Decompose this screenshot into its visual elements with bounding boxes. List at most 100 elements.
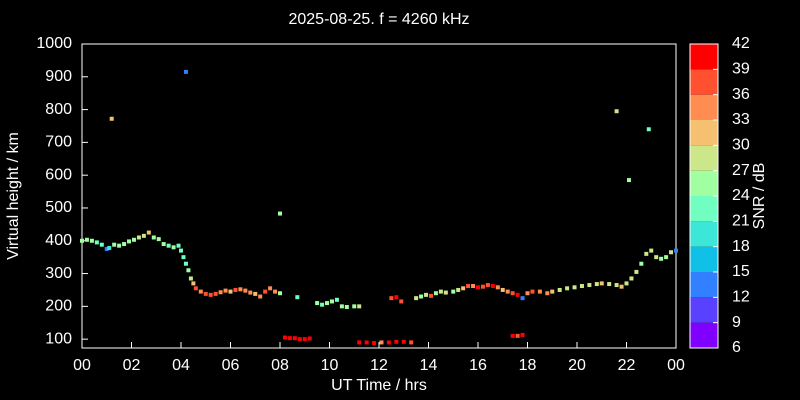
data-point bbox=[654, 255, 659, 260]
data-point bbox=[183, 261, 188, 266]
data-point bbox=[664, 255, 669, 260]
x-tick-label: 06 bbox=[222, 357, 240, 374]
data-point bbox=[634, 269, 639, 274]
colorbar-tick-label: 21 bbox=[732, 213, 750, 230]
data-point bbox=[409, 340, 414, 345]
data-point bbox=[248, 290, 253, 295]
data-point bbox=[297, 337, 302, 342]
data-point bbox=[364, 340, 369, 345]
data-point bbox=[263, 289, 268, 294]
data-point bbox=[352, 304, 357, 309]
data-point bbox=[480, 284, 485, 289]
data-point bbox=[213, 291, 218, 296]
data-point bbox=[515, 292, 520, 297]
data-point bbox=[117, 243, 122, 248]
x-tick-label: 00 bbox=[73, 357, 91, 374]
colorbar-cell bbox=[690, 221, 718, 247]
colorbar-tick-label: 12 bbox=[732, 289, 750, 306]
data-point bbox=[530, 289, 535, 294]
data-point bbox=[329, 299, 334, 304]
x-tick-label: 14 bbox=[420, 357, 438, 374]
data-point bbox=[579, 284, 584, 289]
data-point bbox=[545, 291, 550, 296]
x-tick-label: 02 bbox=[123, 357, 141, 374]
colorbar-cell bbox=[690, 272, 718, 298]
data-point bbox=[238, 287, 243, 292]
data-point bbox=[268, 286, 273, 291]
data-point bbox=[278, 291, 282, 296]
data-point bbox=[243, 288, 248, 293]
data-point bbox=[176, 243, 181, 248]
data-point bbox=[357, 304, 362, 309]
data-point bbox=[629, 276, 634, 281]
data-point bbox=[193, 286, 198, 291]
colorbar-tick-label: 18 bbox=[732, 238, 750, 255]
data-point bbox=[510, 291, 515, 296]
data-point bbox=[525, 291, 530, 296]
data-point bbox=[614, 283, 619, 288]
y-tick-label: 100 bbox=[45, 330, 72, 347]
data-point bbox=[191, 281, 196, 286]
data-point bbox=[419, 294, 424, 299]
data-point bbox=[619, 284, 624, 289]
data-point bbox=[325, 301, 330, 306]
colorbar-cell bbox=[690, 69, 718, 95]
x-tick-label: 22 bbox=[618, 357, 636, 374]
chart-title: 2025-08-25. f = 4260 kHz bbox=[288, 11, 469, 28]
data-point bbox=[490, 284, 495, 289]
data-point bbox=[537, 289, 542, 294]
data-point bbox=[253, 291, 258, 296]
data-point bbox=[471, 284, 476, 289]
data-point bbox=[127, 239, 132, 244]
data-point bbox=[315, 301, 320, 306]
x-tick-label: 10 bbox=[321, 357, 339, 374]
colorbar-cell bbox=[690, 297, 718, 323]
data-point bbox=[433, 291, 438, 296]
colorbar-tick-label: 15 bbox=[732, 263, 750, 280]
data-point bbox=[89, 238, 94, 243]
data-point bbox=[233, 287, 238, 292]
data-point bbox=[344, 305, 349, 310]
data-point bbox=[607, 282, 612, 287]
colorbar-tick-label: 24 bbox=[732, 187, 750, 204]
data-point bbox=[626, 178, 631, 183]
data-point bbox=[495, 285, 500, 290]
data-point bbox=[372, 341, 377, 346]
data-point bbox=[599, 281, 604, 286]
colorbar-cell bbox=[690, 170, 718, 196]
colorbar-tick-label: 6 bbox=[732, 339, 741, 356]
data-point bbox=[438, 289, 443, 294]
data-point bbox=[334, 297, 339, 302]
data-point bbox=[188, 276, 193, 281]
x-tick-label: 04 bbox=[172, 357, 190, 374]
colorbar-cell bbox=[690, 322, 718, 348]
data-point bbox=[198, 289, 203, 294]
data-point bbox=[179, 248, 183, 253]
data-point bbox=[156, 237, 161, 242]
data-point bbox=[186, 268, 191, 273]
data-point bbox=[565, 286, 570, 291]
data-point bbox=[122, 242, 127, 247]
data-point bbox=[166, 243, 171, 248]
data-point bbox=[131, 237, 136, 242]
data-point bbox=[414, 296, 419, 301]
y-tick-label: 600 bbox=[45, 166, 72, 183]
data-point bbox=[485, 283, 490, 288]
y-tick-label: 300 bbox=[45, 265, 72, 282]
data-point bbox=[136, 235, 141, 240]
colorbar-tick-label: 42 bbox=[732, 35, 750, 52]
y-tick-label: 800 bbox=[45, 101, 72, 118]
data-point bbox=[550, 289, 555, 294]
data-point bbox=[476, 285, 480, 290]
data-point bbox=[659, 256, 664, 261]
data-point bbox=[146, 230, 151, 235]
data-point bbox=[515, 333, 520, 338]
data-point bbox=[587, 283, 592, 288]
data-point bbox=[520, 296, 525, 301]
data-point bbox=[208, 292, 213, 297]
y-tick-label: 500 bbox=[45, 199, 72, 216]
y-tick-label: 400 bbox=[45, 232, 72, 249]
data-point bbox=[594, 282, 599, 287]
data-point bbox=[223, 288, 228, 293]
